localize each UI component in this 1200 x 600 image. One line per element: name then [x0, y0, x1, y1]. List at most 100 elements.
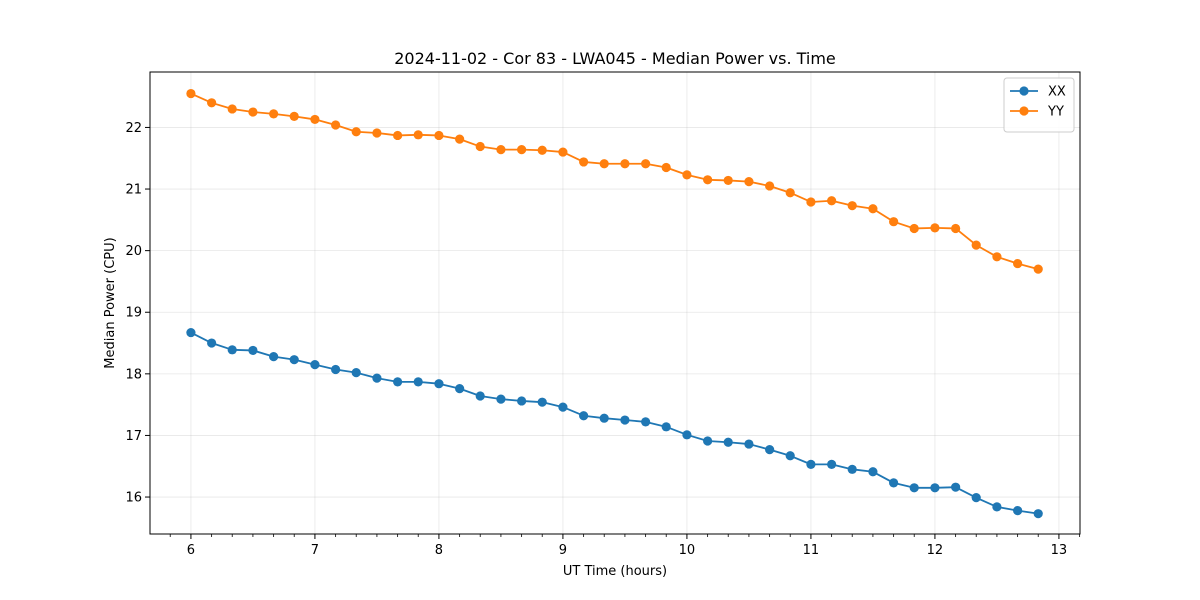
series-layer: [186, 88, 1043, 519]
x-tick-label: 6: [187, 543, 195, 558]
data-point-yy: [310, 114, 320, 125]
data-point-yy: [393, 130, 403, 141]
y-tick-label: 18: [125, 367, 142, 382]
data-point-yy: [620, 159, 630, 169]
plot-frame: [149, 71, 1081, 535]
data-point-xx: [227, 345, 237, 355]
data-point-yy: [909, 223, 919, 234]
x-tick-label: 11: [803, 543, 820, 558]
data-point-yy: [827, 196, 837, 206]
data-point-yy: [765, 181, 775, 191]
data-point-xx: [393, 377, 403, 387]
legend-label: XX: [1048, 85, 1066, 100]
legend-marker: [1019, 86, 1029, 96]
data-point-xx: [558, 402, 568, 412]
data-point-yy: [951, 223, 961, 234]
data-point-yy: [475, 141, 485, 152]
x-axis-label: UT Time (hours): [563, 564, 667, 579]
legend-item-yy: YY: [1010, 105, 1064, 120]
y-tick-label: 16: [125, 491, 142, 506]
data-point-yy: [723, 175, 733, 186]
data-point-yy: [889, 217, 899, 227]
data-point-xx: [434, 379, 444, 389]
x-axis: 6 7 8 9 10 11 12 13: [169, 534, 1081, 558]
data-point-xx: [765, 445, 775, 455]
data-point-yy: [1013, 258, 1023, 269]
data-point-yy: [331, 120, 341, 130]
data-point-xx: [785, 451, 795, 461]
legend-item-xx: XX: [1010, 85, 1066, 100]
data-point-xx: [455, 384, 465, 394]
x-tick-label: 12: [927, 543, 944, 558]
data-point-yy: [992, 252, 1002, 262]
data-point-yy: [971, 240, 981, 250]
data-point-xx: [579, 411, 589, 421]
data-point-yy: [641, 159, 651, 169]
data-point-xx: [909, 483, 919, 493]
data-point-yy: [661, 162, 671, 173]
chart-title: 2024-11-02 - Cor 83 - LWA045 - Median Po…: [394, 49, 836, 68]
x-tick-label: 8: [435, 543, 443, 558]
data-point-xx: [496, 394, 506, 404]
y-axis-label: Median Power (CPU): [103, 237, 118, 368]
data-point-yy: [434, 130, 444, 141]
data-point-xx: [806, 459, 816, 469]
y-tick-label: 19: [125, 306, 142, 321]
data-point-xx: [351, 368, 361, 378]
data-point-xx: [186, 327, 196, 338]
data-point-yy: [599, 159, 609, 169]
data-point-yy: [496, 145, 506, 155]
data-point-xx: [1033, 509, 1043, 519]
data-point-xx: [620, 415, 630, 425]
data-point-yy: [558, 147, 568, 157]
y-tick-label: 17: [125, 429, 142, 444]
grid: [150, 72, 1080, 534]
data-point-yy: [868, 204, 878, 214]
data-point-yy: [930, 223, 940, 233]
data-point-yy: [289, 111, 299, 121]
data-point-xx: [951, 482, 961, 492]
data-point-yy: [806, 197, 816, 207]
data-point-yy: [785, 188, 795, 198]
y-axis: 16 17 18 19 20 21 22: [125, 121, 150, 506]
data-point-yy: [1033, 264, 1043, 274]
data-point-xx: [517, 396, 527, 406]
y-tick-label: 20: [125, 244, 142, 259]
y-tick-label: 22: [125, 121, 142, 136]
data-point-xx: [1013, 505, 1023, 516]
data-point-yy: [351, 127, 361, 137]
data-point-xx: [661, 422, 671, 432]
x-tick-label: 13: [1051, 543, 1068, 558]
data-point-xx: [889, 478, 899, 488]
data-point-xx: [331, 364, 341, 375]
data-point-xx: [723, 437, 733, 447]
data-point-xx: [269, 351, 279, 362]
data-point-yy: [517, 145, 527, 155]
data-point-xx: [537, 397, 547, 407]
x-tick-label: 10: [679, 543, 696, 558]
data-point-xx: [868, 467, 878, 477]
x-tick-label: 9: [559, 543, 567, 558]
data-point-xx: [744, 439, 754, 449]
data-point-xx: [372, 373, 382, 383]
data-point-yy: [703, 175, 713, 185]
data-point-xx: [289, 355, 299, 365]
data-point-yy: [847, 201, 857, 211]
legend-marker: [1019, 106, 1029, 116]
data-point-xx: [641, 417, 651, 427]
data-point-xx: [847, 464, 857, 474]
series-xx: [186, 327, 1043, 519]
data-point-xx: [599, 413, 609, 423]
data-point-yy: [682, 170, 692, 180]
data-point-yy: [744, 177, 754, 187]
data-point-yy: [207, 98, 217, 108]
data-point-xx: [475, 391, 485, 401]
data-point-xx: [413, 377, 423, 387]
data-point-xx: [682, 430, 692, 440]
y-tick-label: 21: [125, 183, 142, 198]
data-point-xx: [930, 483, 940, 493]
data-point-xx: [310, 360, 320, 370]
data-point-xx: [207, 338, 217, 348]
data-point-yy: [186, 88, 196, 99]
